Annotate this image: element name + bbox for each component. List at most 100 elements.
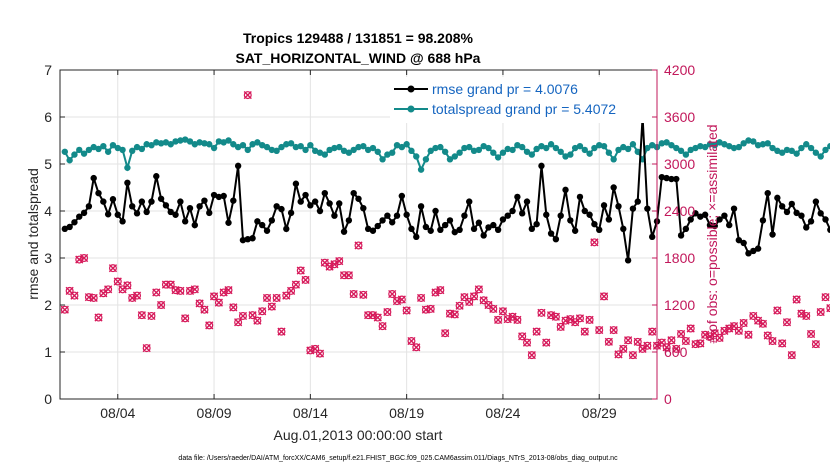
rmse-point [490,221,497,229]
rmse-point [716,216,723,223]
obs-possible-point [200,305,209,314]
legend-marker-rmse [407,85,415,93]
rmse-point [316,207,324,215]
obs-possible-point [118,285,127,294]
rmse-point [181,218,189,225]
obs-possible-point [161,280,170,289]
obs-assimilated-point [431,288,440,297]
rmse-point [360,204,367,212]
obs-assimilated-point [585,315,594,324]
obs-possible-point [532,327,541,336]
obs-assimilated-point [267,302,276,311]
rmse-point [249,235,256,242]
rmse-point [456,226,463,233]
rmse-point [297,198,304,205]
obs-possible-point [157,301,166,310]
obs-possible-point [609,326,618,335]
y-tick-label: 0 [44,391,52,407]
totalspread-point [379,156,386,163]
totalspread-point [668,142,675,149]
obs-possible-point [498,307,507,316]
obs-assimilated-point [628,351,638,360]
totalspread-point [403,141,410,148]
obs-assimilated-point [219,288,228,297]
obs-possible-point [378,322,387,331]
obs-possible-point [253,316,262,325]
obs-assimilated-point [190,285,199,294]
totalspread-point [95,145,102,153]
totalspread-point [721,141,728,148]
rmse-point [543,211,550,218]
obs-possible-point [450,310,459,319]
x-tick-label: 08/04 [100,405,135,421]
totalspread-point [441,148,449,155]
rmse-point [331,212,338,219]
totalspread-point [234,143,242,151]
obs-possible-point [315,349,324,358]
rmse-point [629,205,637,212]
rmse-point [610,184,617,191]
rmse-point [803,224,810,231]
rmse-point [336,200,343,207]
rmse-point [109,196,117,203]
y-tick-label: 2 [44,297,52,313]
totalspread-point [552,144,560,152]
obs-possible-point [412,343,421,352]
obs-assimilated-point [128,293,137,303]
totalspread-point [730,144,738,152]
rmse-point [364,225,372,233]
totalspread-point [124,164,131,171]
totalspread-point [615,146,622,154]
obs-possible-point [340,271,349,280]
totalspread-point [687,146,694,154]
rmse-point [470,225,478,233]
totalspread-point [827,142,830,150]
totalspread-series [61,136,830,173]
totalspread-point [591,144,598,152]
totalspread-point [311,147,319,155]
rmse-point [807,218,815,225]
rmse-point [740,239,747,247]
totalspread-point [90,143,97,151]
y-right-tick-label: 3600 [664,109,695,125]
obs-possible-point [210,292,219,301]
obs-assimilated-point [397,295,406,304]
rmse-point [90,174,97,182]
obs-possible-point [633,337,642,346]
rmse-point [263,227,271,234]
rmse-point [437,226,444,233]
y-right-tick-label: 1800 [664,250,695,266]
totalspread-point [571,144,579,152]
totalspread-point [417,166,425,173]
rmse-point [682,225,690,233]
obs-assimilated-point [518,332,527,341]
totalspread-point [750,138,757,145]
rmse-point [446,217,454,224]
rmse-point [384,212,391,219]
obs-possible-point [744,330,753,339]
obs-possible-point [296,266,305,275]
obs-assimilated-point [388,289,397,299]
obs-possible-point [364,311,373,320]
rmse-point [658,173,666,181]
rmse-point [119,218,126,225]
obs-assimilated-point [79,253,89,263]
obs-possible-point [614,350,623,359]
obs-possible-point [667,336,676,345]
obs-assimilated-point [315,349,325,358]
y-right-tick-label: 3000 [664,156,695,172]
rmse-point [711,222,718,230]
totalspread-point [726,142,733,150]
rmse-point [225,219,232,226]
obs-assimilated-point [566,315,575,324]
obs-possible-point [248,311,257,320]
obs-possible-point [441,329,450,338]
obs-assimilated-point [450,310,459,319]
obs-possible-point [335,257,344,266]
x-tick-label: 08/24 [485,405,520,421]
rmse-point [605,216,613,223]
obs-assimilated-point [330,260,339,269]
obs-assimilated-point [527,351,536,360]
x-tick-label: 08/09 [197,405,232,421]
obs-assimilated-point [705,332,715,341]
